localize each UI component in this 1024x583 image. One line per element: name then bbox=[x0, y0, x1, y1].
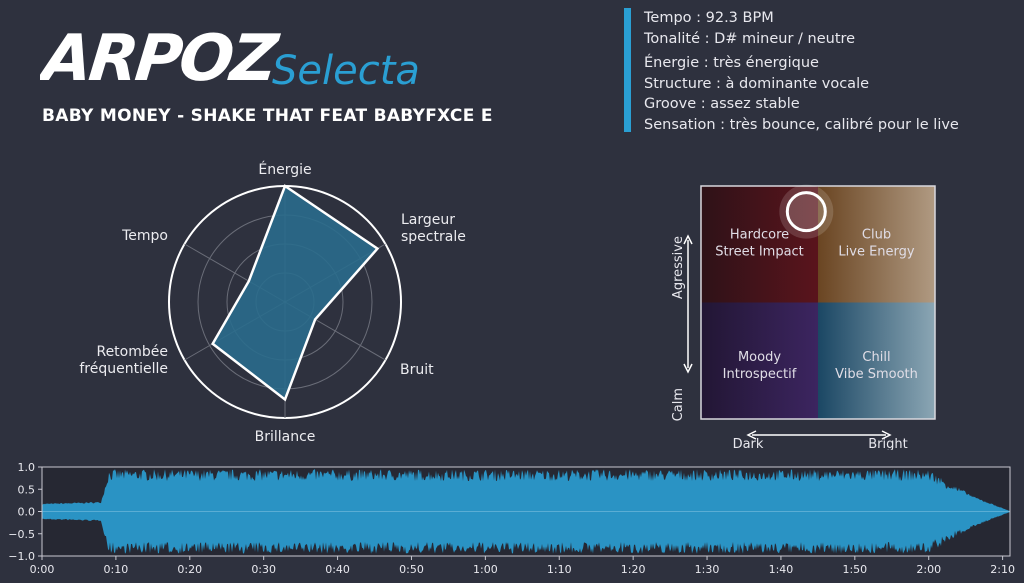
quadrant-label: Moody Introspectif bbox=[723, 350, 797, 382]
radar-chart: Énergie Largeur spectrale Bruit Brillance Ret… bbox=[79, 161, 466, 445]
arpoz-selecta-logo: ARPOZ Selecta bbox=[40, 21, 420, 96]
position-marker bbox=[785, 191, 827, 233]
groove-info: Groove : assez stable bbox=[644, 96, 800, 112]
quadrant-label: Hardcore Street Impact bbox=[715, 227, 804, 259]
radar-axis-label-line: spectrale bbox=[401, 229, 466, 245]
quadrant-label-line: Street Impact bbox=[715, 244, 804, 259]
radar-axis-label-line: fréquentielle bbox=[79, 361, 168, 377]
y-axis-high-label: Agressive bbox=[671, 236, 686, 299]
x-tick-label: 0:40 bbox=[325, 563, 350, 576]
x-tick-label: 0:50 bbox=[399, 563, 424, 576]
quadrant-border bbox=[700, 185, 936, 420]
sensation-info: Sensation : très bounce, calibré pour le… bbox=[644, 116, 959, 133]
y-tick-label: 1.0 bbox=[18, 461, 36, 474]
key-info: Tonalité : D# mineur / neutre bbox=[644, 30, 856, 47]
x-tick-label: 1:50 bbox=[842, 563, 867, 576]
x-tick-label: 1:10 bbox=[547, 563, 572, 576]
x-tick-label: 1:20 bbox=[621, 563, 646, 576]
x-tick-label: 1:30 bbox=[695, 563, 720, 576]
mood-quadrant-chart: Hardcore Street Impact Club Live Energy Mood… bbox=[671, 184, 936, 450]
track-title: BABY MONEY - SHAKE THAT FEAT BABYFXCE E bbox=[42, 106, 493, 126]
x-tick-label: 1:00 bbox=[473, 563, 498, 576]
quadrant-top-left bbox=[701, 186, 818, 303]
quadrant-bottom-right bbox=[818, 302, 935, 419]
quadrant-label-line: Moody bbox=[738, 350, 781, 365]
tempo-info: Tempo : 92.3 BPM bbox=[644, 10, 774, 26]
arrowheads-icon bbox=[683, 234, 693, 374]
quadrant-label-line: Live Energy bbox=[838, 244, 914, 259]
radar-axis-label: Largeur spectrale bbox=[401, 212, 466, 245]
radar-axis-label-line: Bruit bbox=[400, 362, 434, 378]
waveform-chart: 1.0 0.5 0.0 −0.5 −1.00:00 0:10 0:20 0:30 0:40 0:5… bbox=[8, 461, 1015, 576]
x-axis-low-label: Dark bbox=[733, 437, 764, 450]
radar-axis-label: Brillance bbox=[255, 429, 316, 445]
track-info-panel: Tempo : 92.3 BPM Tonalité : D# mineur / … bbox=[624, 8, 959, 133]
radar-axis-label-line: Tempo bbox=[121, 228, 168, 244]
y-tick-label: −1.0 bbox=[8, 550, 35, 563]
quadrant-label: Chill Vibe Smooth bbox=[835, 350, 918, 382]
quadrant-bottom-left bbox=[701, 302, 818, 419]
x-tick-label: 0:30 bbox=[251, 563, 276, 576]
x-tick-label: 2:10 bbox=[990, 563, 1015, 576]
quadrant-label-line: Chill bbox=[862, 350, 890, 365]
radar-axis-label: Tempo bbox=[121, 228, 168, 244]
radar-axis-label: Retombée fréquentielle bbox=[79, 344, 168, 377]
x-axis-high-label: Bright bbox=[868, 437, 907, 450]
x-tick-label: 0:20 bbox=[177, 563, 202, 576]
x-tick-label: 1:40 bbox=[769, 563, 794, 576]
svg-text:ARPOZ: ARPOZ bbox=[40, 21, 283, 96]
energy-info: Énergie : très énergique bbox=[644, 55, 819, 71]
arrowheads-icon bbox=[746, 430, 892, 440]
quadrant-label-line: Introspectif bbox=[723, 367, 797, 382]
structure-info: Structure : à dominante vocale bbox=[644, 75, 870, 92]
radar-axis-label-line: Retombée bbox=[96, 344, 168, 360]
quadrant-label-line: Club bbox=[862, 227, 891, 242]
x-tick-label: 0:10 bbox=[104, 563, 129, 576]
radar-axis-label: Bruit bbox=[400, 362, 434, 378]
x-tick-label: 2:00 bbox=[916, 563, 941, 576]
radar-axis-label-line: Brillance bbox=[255, 429, 316, 445]
quadrant-label-line: Vibe Smooth bbox=[835, 367, 918, 382]
y-tick-label: 0.5 bbox=[18, 483, 36, 496]
radar-axis-label-line: Énergie bbox=[258, 161, 311, 178]
y-tick-label: 0.0 bbox=[18, 506, 36, 519]
radar-series-polygon bbox=[211, 184, 380, 402]
quadrant-label-line: Hardcore bbox=[730, 227, 789, 242]
radar-axis-label: Énergie bbox=[258, 161, 311, 178]
x-tick-label: 0:00 bbox=[30, 563, 55, 576]
radar-axis-label-line: Largeur bbox=[401, 212, 455, 228]
y-axis-low-label: Calm bbox=[671, 388, 686, 421]
quadrant-top-right bbox=[818, 186, 935, 303]
y-tick-label: −0.5 bbox=[8, 528, 35, 541]
quadrant-label: Club Live Energy bbox=[838, 227, 914, 259]
svg-text:Selecta: Selecta bbox=[272, 48, 420, 94]
